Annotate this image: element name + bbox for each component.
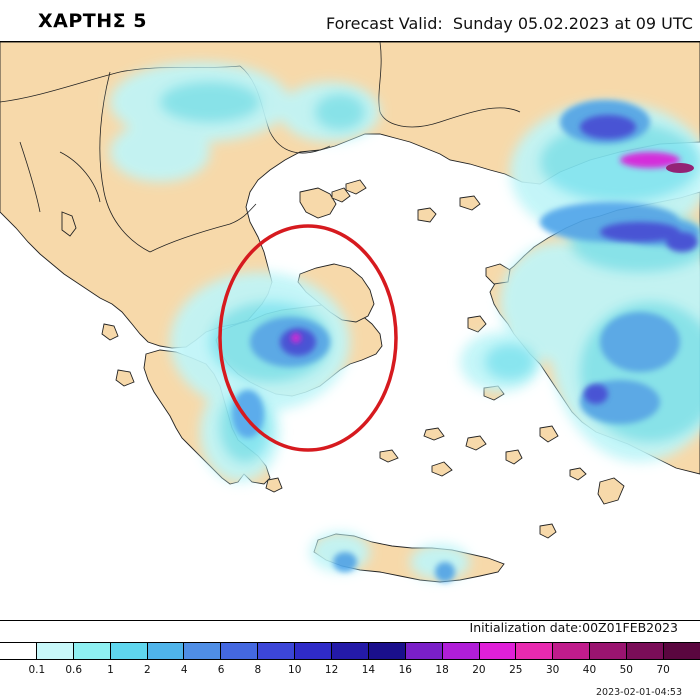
legend-swatch (553, 643, 591, 659)
color-scale-legend (0, 642, 700, 660)
legend-label: 30 (545, 664, 560, 676)
legend-label: 20 (472, 664, 486, 676)
legend-label: 70 (656, 664, 670, 676)
legend-label: 14 (361, 664, 376, 676)
run-timestamp: 2023-02-01-04:53 (595, 687, 682, 698)
legend-swatch (221, 643, 259, 659)
legend-label: 4 (180, 664, 188, 676)
legend-label: 10 (288, 664, 302, 676)
legend-swatch (627, 643, 665, 659)
legend-swatch (516, 643, 554, 659)
legend-swatch (479, 643, 517, 659)
color-scale-labels: 0.1 0.6 1 2 4 6 8 10 12 14 16 18 20 25 30 40 50 70 (0, 664, 700, 680)
legend-swatch (73, 643, 111, 659)
legend-label: 0.1 (28, 664, 46, 676)
legend-label: 1 (107, 664, 114, 676)
legend-label: 0.6 (65, 664, 83, 676)
legend-label: 40 (582, 664, 597, 676)
legend-label: 12 (324, 664, 339, 676)
legend-label: 18 (435, 664, 449, 676)
legend-swatch (110, 643, 148, 659)
legend-swatch (368, 643, 406, 659)
legend-label: 6 (217, 664, 225, 676)
legend-label: 2 (144, 664, 151, 676)
precipitation-overlay (110, 62, 700, 582)
legend-swatch (590, 643, 628, 659)
legend-swatch (295, 643, 333, 659)
legend-swatch (36, 643, 74, 659)
legend-label: 25 (509, 664, 523, 676)
legend-swatch (258, 643, 296, 659)
legend-swatch (0, 643, 37, 659)
legend-swatch (442, 643, 480, 659)
legend-swatch (664, 643, 700, 659)
forecast-valid-label: Forecast Valid: Sunday 05.02.2023 at 09 … (326, 14, 693, 33)
legend-label: 50 (619, 664, 633, 676)
map-title: ΧΑΡΤΗΣ 5 (38, 10, 147, 32)
initialization-date: Initialization date:00Z01FEB2023 (469, 620, 678, 635)
forecast-map (0, 41, 700, 621)
legend-swatch (184, 643, 222, 659)
legend-swatch (332, 643, 369, 659)
highlight-circle (218, 224, 398, 452)
legend-swatch (405, 643, 443, 659)
legend-label: 8 (254, 664, 262, 676)
legend-label: 16 (398, 664, 412, 676)
legend-swatch (147, 643, 185, 659)
